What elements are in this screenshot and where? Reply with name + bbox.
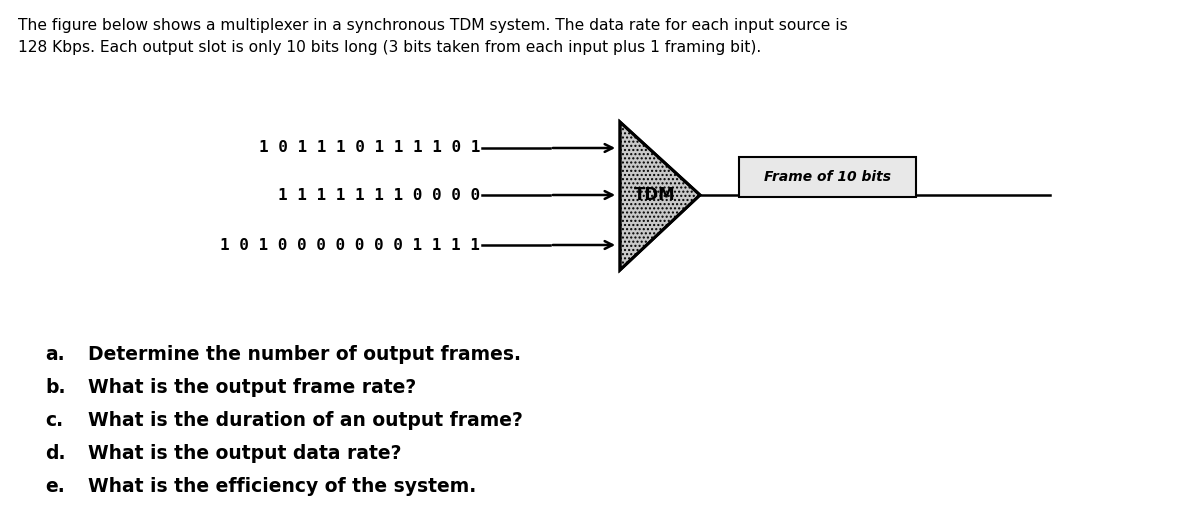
Text: Frame of 10 bits: Frame of 10 bits — [764, 170, 890, 184]
FancyBboxPatch shape — [739, 157, 916, 197]
Text: d.: d. — [46, 444, 66, 463]
Polygon shape — [620, 122, 700, 270]
Text: 128 Kbps. Each output slot is only 10 bits long (3 bits taken from each input pl: 128 Kbps. Each output slot is only 10 bi… — [18, 40, 761, 55]
Text: 1 0 1 1 1 0 1 1 1 1 0 1: 1 0 1 1 1 0 1 1 1 1 0 1 — [259, 140, 480, 156]
Text: 1 1 1 1 1 1 1 0 0 0 0: 1 1 1 1 1 1 1 0 0 0 0 — [278, 187, 480, 203]
Text: Determine the number of output frames.: Determine the number of output frames. — [74, 345, 521, 364]
Text: What is the output frame rate?: What is the output frame rate? — [74, 378, 416, 397]
Text: b.: b. — [46, 378, 66, 397]
Text: TDM: TDM — [634, 186, 676, 204]
Text: c.: c. — [46, 411, 64, 430]
Text: a.: a. — [46, 345, 65, 364]
Text: e.: e. — [46, 477, 65, 496]
Text: The figure below shows a multiplexer in a synchronous TDM system. The data rate : The figure below shows a multiplexer in … — [18, 18, 847, 33]
Text: What is the duration of an output frame?: What is the duration of an output frame? — [74, 411, 523, 430]
Text: What is the output data rate?: What is the output data rate? — [74, 444, 402, 463]
Text: What is the efficiency of the system.: What is the efficiency of the system. — [74, 477, 476, 496]
Text: 1 0 1 0 0 0 0 0 0 0 1 1 1 1: 1 0 1 0 0 0 0 0 0 0 1 1 1 1 — [220, 237, 480, 252]
